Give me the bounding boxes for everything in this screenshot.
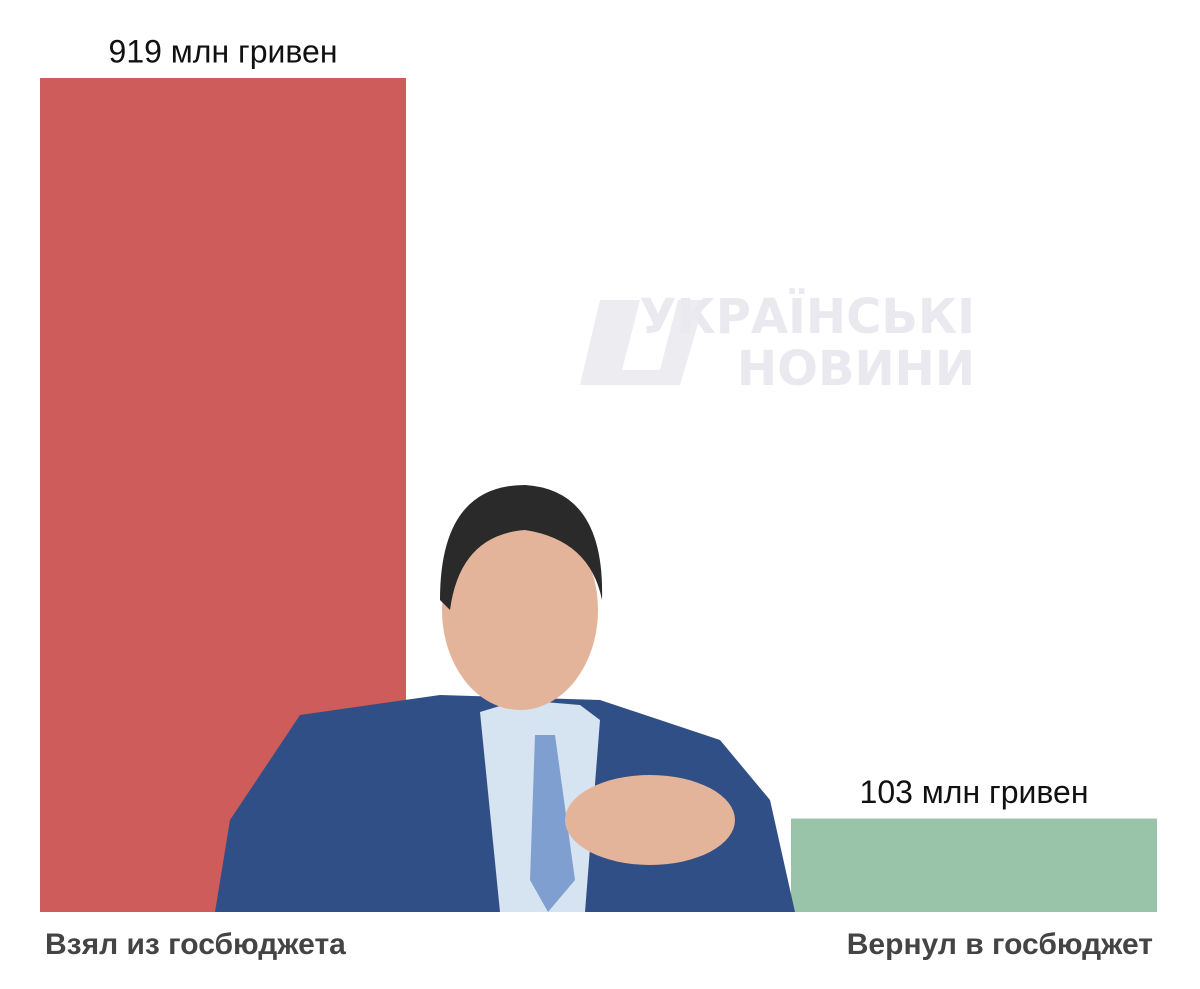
watermark-text: НОВИНИ (737, 341, 975, 397)
value-label: 103 млн гривен (860, 774, 1089, 810)
value-label: 919 млн гривен (109, 33, 338, 69)
hair (440, 485, 603, 610)
labels: 919 млн гривен Взял из госбюджета 103 млн … (45, 33, 1153, 960)
tie (530, 735, 575, 912)
watermark-logo (580, 300, 705, 385)
bar (791, 818, 1157, 912)
watermark: УКРАЇНСЬКІ НОВИНИ (580, 288, 975, 397)
photo (215, 485, 795, 912)
category-label: Взял из госбюджета (45, 928, 346, 961)
watermark-text: УКРАЇНСЬКІ (639, 288, 975, 345)
hand (565, 775, 735, 865)
category-label: Вернул в госбюджет (847, 928, 1153, 961)
face (442, 510, 598, 710)
